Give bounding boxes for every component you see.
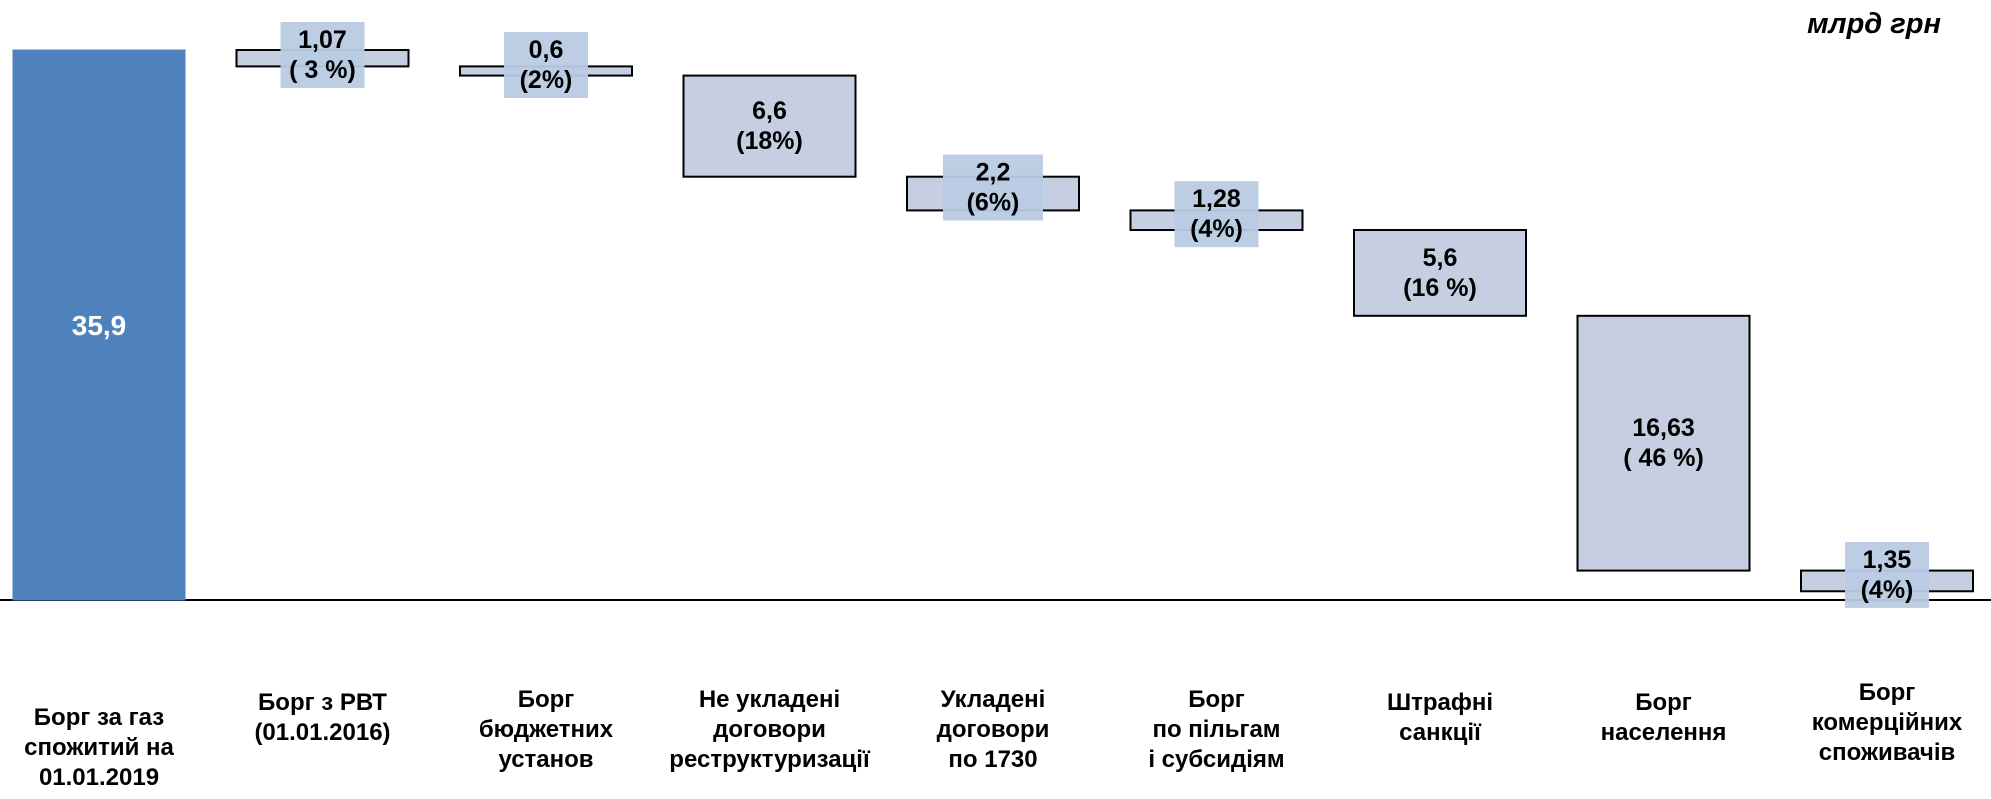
category-label-5-line-1: по пільгам — [1152, 716, 1280, 743]
category-label-2-line-1: бюджетних — [479, 716, 614, 743]
percent-label-7: ( 46 %) — [1623, 444, 1704, 472]
category-label-3-line-2: реструктуризації — [669, 746, 871, 773]
category-label-0-line-1: спожитий на — [24, 734, 174, 761]
category-label-2-line-0: Борг — [518, 686, 575, 713]
category-label-4-line-2: по 1730 — [948, 746, 1037, 773]
value-label-1: 1,07 — [298, 26, 347, 54]
bar-segment-3 — [682, 74, 857, 178]
category-label-6-line-0: Штрафні — [1387, 689, 1493, 716]
category-label-0-line-2: 01.01.2019 — [39, 764, 159, 791]
category-label-1-line-1: (01.01.2016) — [254, 719, 390, 746]
percent-label-5: (4%) — [1190, 215, 1243, 243]
value-label-8: 1,35 — [1863, 546, 1912, 574]
category-label-6-line-1: санкції — [1399, 719, 1482, 746]
category-label-1-line-0: Борг з РВТ — [258, 689, 387, 716]
label-bg-2 — [504, 31, 588, 98]
value-label-3: 6,6 — [752, 97, 787, 125]
category-label-2-line-2: установ — [498, 746, 593, 773]
percent-label-6: (16 %) — [1403, 274, 1477, 302]
bar-segment-7 — [1576, 314, 1751, 572]
bar-segment-6 — [1353, 229, 1527, 317]
category-label-7-line-1: населення — [1601, 719, 1727, 746]
unit-label: млрд грн — [1807, 8, 1941, 40]
value-label-4: 2,2 — [976, 159, 1011, 187]
category-label-5-line-2: і субсидіям — [1148, 746, 1284, 773]
category-label-7-line-0: Борг — [1635, 689, 1692, 716]
percent-label-1: ( 3 %) — [289, 56, 356, 84]
category-label-4-line-0: Укладені — [941, 686, 1046, 713]
label-bg-1 — [280, 22, 365, 88]
label-bg-8 — [1845, 541, 1929, 608]
bar-total — [12, 49, 186, 601]
value-label-5: 1,28 — [1192, 185, 1241, 213]
percent-label-8: (4%) — [1861, 576, 1914, 604]
value-label-2: 0,6 — [529, 36, 564, 64]
percent-label-4: (6%) — [967, 189, 1020, 217]
category-label-8-line-0: Борг — [1859, 679, 1916, 706]
category-label-8-line-1: комерційних — [1812, 709, 1963, 736]
category-label-3-line-1: договори — [713, 716, 826, 743]
percent-label-3: (18%) — [736, 127, 803, 155]
category-label-4-line-1: договори — [937, 716, 1050, 743]
category-label-3-line-0: Не укладені — [699, 686, 840, 713]
label-bg-5 — [1174, 181, 1259, 248]
category-label-5-line-0: Борг — [1188, 686, 1245, 713]
value-label-7: 16,63 — [1632, 414, 1695, 442]
label-bg-4 — [943, 154, 1043, 221]
bar-total-value-label: 35,9 — [72, 310, 127, 341]
value-label-6: 5,6 — [1423, 244, 1458, 272]
percent-label-2: (2%) — [520, 66, 573, 94]
category-label-8-line-2: споживачів — [1819, 739, 1956, 766]
category-label-0-line-0: Борг за газ — [34, 704, 165, 731]
